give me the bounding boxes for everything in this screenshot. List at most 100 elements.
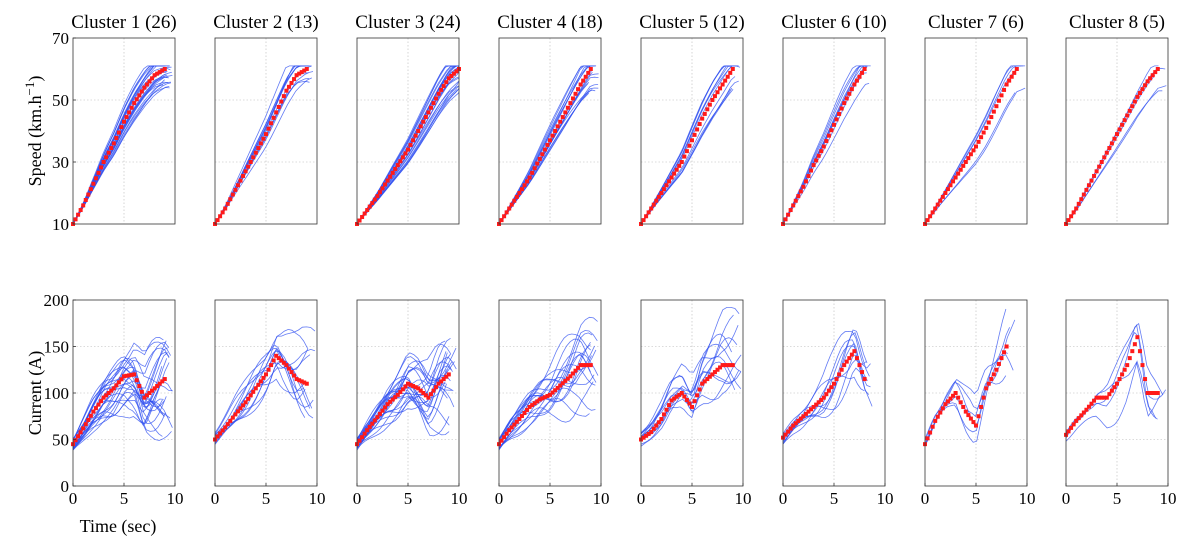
centroid-point <box>821 144 826 149</box>
centroid-point <box>583 74 588 79</box>
centroid-point <box>251 155 256 160</box>
centroid-point <box>155 384 160 389</box>
centroid-point <box>783 432 788 437</box>
centroid-point <box>235 183 240 188</box>
centroid-point <box>241 173 246 178</box>
centroid-point <box>786 212 791 217</box>
centroid-point <box>132 372 137 377</box>
y-tick-label: 0 <box>61 477 70 496</box>
centroid-point <box>679 160 684 164</box>
centroid-point <box>284 88 289 93</box>
centroid-point <box>1099 395 1104 400</box>
centroid-point <box>588 363 593 368</box>
centroid-point <box>444 80 449 85</box>
centroid-point <box>454 69 459 74</box>
centroid-series <box>355 372 451 447</box>
centroid-point <box>289 80 294 85</box>
member-curve <box>73 79 165 224</box>
member-curve <box>783 330 871 435</box>
axes-frame <box>72 37 176 225</box>
centroid-point <box>560 115 565 120</box>
centroid-point <box>93 176 98 181</box>
centroid-point <box>284 363 289 368</box>
x-tick-label: 0 <box>1062 489 1071 508</box>
centroid-point <box>101 160 106 164</box>
centroid-series <box>639 67 735 226</box>
centroid-point <box>264 372 268 377</box>
centroid-point <box>705 107 710 112</box>
x-tick-label: 0 <box>637 489 646 508</box>
centroid-point <box>266 126 271 131</box>
centroid-point <box>999 356 1004 361</box>
centroid-point <box>854 356 859 361</box>
centroid-point <box>1097 164 1102 169</box>
centroid-point <box>258 141 263 146</box>
centroid-point <box>581 363 586 368</box>
centroid-point <box>710 372 715 377</box>
centroid-point <box>796 418 801 423</box>
centroid-point <box>945 187 950 192</box>
centroid-point <box>979 135 984 140</box>
axes-frame <box>356 37 460 225</box>
centroid-point <box>553 129 558 133</box>
x-tick-label: 10 <box>593 489 610 508</box>
centroid-point <box>576 365 581 370</box>
centroid-point <box>976 139 981 144</box>
centroid-point <box>661 412 666 417</box>
centroid-point <box>1007 78 1012 83</box>
centroid-point <box>88 187 93 192</box>
centroid-point <box>842 363 847 368</box>
centroid-point <box>1155 67 1160 71</box>
member-curve <box>73 391 172 451</box>
x-tick-label: 5 <box>404 489 413 508</box>
centroid-point <box>684 397 689 402</box>
centroid-point <box>426 110 431 115</box>
centroid-point <box>119 377 124 382</box>
centroid-point <box>147 391 152 395</box>
centroid-point <box>114 135 119 140</box>
centroid-point <box>816 153 821 158</box>
centroid-point <box>568 374 573 379</box>
centroid-series <box>923 67 1019 226</box>
centroid-point <box>966 413 971 418</box>
centroid-point <box>388 399 393 404</box>
centroid-point <box>147 79 152 84</box>
centroid-point <box>651 202 656 207</box>
member-curve <box>357 395 450 447</box>
centroid-point <box>809 168 814 173</box>
centroid-point <box>271 115 276 120</box>
member-curves <box>73 337 173 451</box>
member-curve <box>73 87 170 224</box>
centroid-point <box>111 141 116 146</box>
x-tick-label: 0 <box>921 489 930 508</box>
centroid-point <box>796 194 801 199</box>
centroid-point <box>801 414 806 419</box>
panel-current-cluster-8: 0 5 10 <box>1062 299 1177 508</box>
centroid-point <box>723 78 728 83</box>
centroid-point <box>641 435 646 440</box>
member-curve <box>1066 360 1157 442</box>
centroid-point <box>83 197 88 202</box>
centroid-point <box>1150 391 1155 395</box>
centroid-point <box>1071 422 1076 427</box>
centroid-point <box>1089 401 1094 406</box>
centroid-point <box>558 383 563 388</box>
centroid-point <box>948 396 953 401</box>
centroid-point <box>388 174 393 179</box>
centroid-point <box>1125 113 1130 118</box>
centroid-point <box>928 214 933 219</box>
centroid-point <box>235 409 240 414</box>
centroid-series <box>1064 67 1160 226</box>
centroid-point <box>956 395 961 400</box>
centroid-point <box>586 70 591 75</box>
centroid-point <box>238 406 243 411</box>
centroid-series <box>639 363 735 442</box>
centroid-point <box>299 70 304 75</box>
centroid-point <box>423 115 428 120</box>
centroid-point <box>1109 388 1114 393</box>
centroid-point <box>395 392 400 397</box>
centroid-point <box>269 363 274 368</box>
centroid-point <box>677 163 682 168</box>
centroid-point <box>1002 350 1007 355</box>
member-curve <box>73 84 164 224</box>
